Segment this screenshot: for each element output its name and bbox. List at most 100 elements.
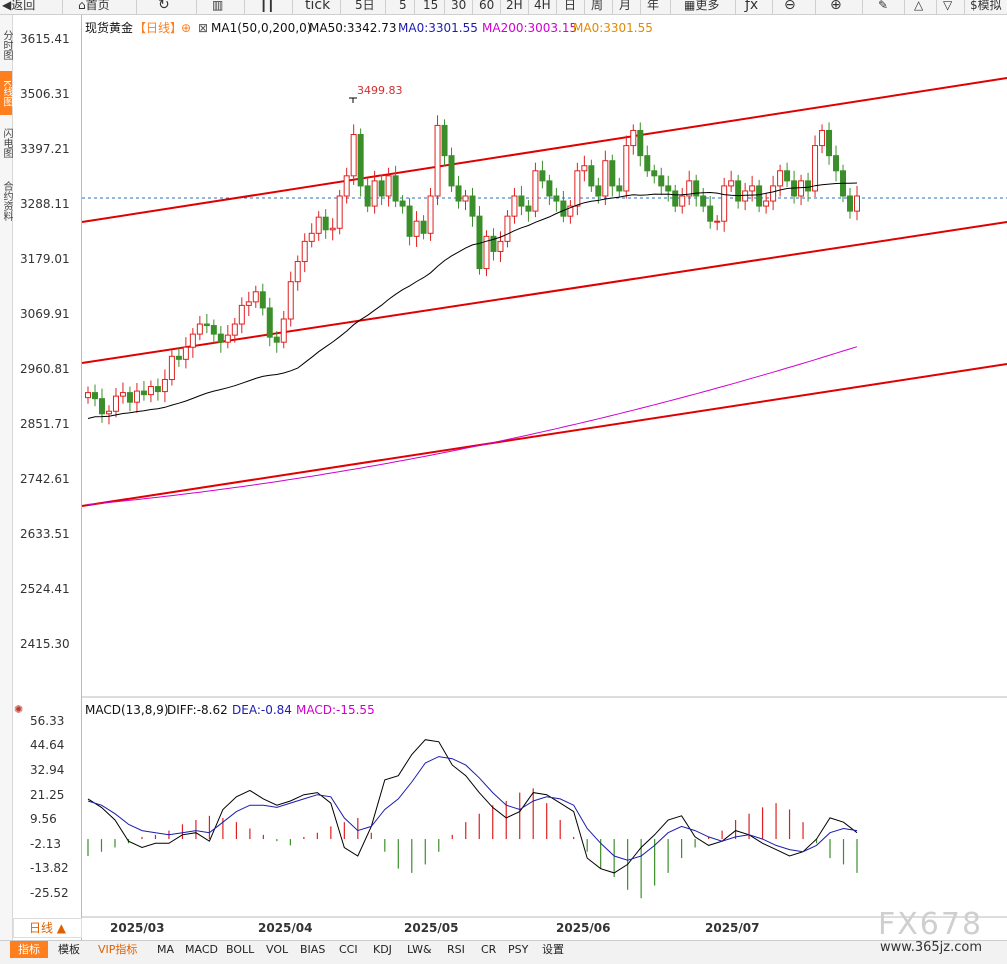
tab-cci[interactable]: CCI	[339, 943, 358, 956]
tab-psy[interactable]: PSY	[508, 943, 529, 956]
candle-up	[224, 334, 231, 343]
instrument-name: 现货黄金	[85, 21, 134, 35]
period-5min[interactable]: 5	[399, 0, 407, 12]
period-tick[interactable]: tick	[305, 0, 331, 13]
candle-up	[630, 129, 637, 147]
period-15min[interactable]: 15	[423, 0, 439, 12]
period-selector[interactable]: 日线 ▲	[13, 918, 82, 938]
candle-up	[623, 145, 630, 192]
tab-templates[interactable]: 模板	[58, 943, 80, 956]
candle-up	[728, 180, 735, 187]
tab-vol[interactable]: VOL	[266, 943, 289, 956]
period-5day[interactable]: 5日	[355, 0, 375, 12]
tab-boll[interactable]: BOLL	[226, 943, 255, 956]
tab-cr[interactable]: CR	[481, 943, 497, 956]
period-day[interactable]: 日	[564, 0, 577, 12]
candle-down	[175, 355, 182, 360]
candle-up	[287, 281, 294, 320]
bar-chart-icon[interactable]: ▥	[212, 0, 224, 12]
candle-up	[238, 304, 245, 325]
period-30min[interactable]: 30	[451, 0, 467, 12]
y-tick-label: 3179.01	[20, 252, 70, 266]
ma-indicator-name: MA1(50,0,200,0)	[211, 21, 312, 35]
watermark-url: www.365jz.com	[880, 940, 982, 955]
back-arrow-icon: ◀	[2, 0, 12, 12]
candle-down	[448, 155, 455, 187]
candle-down	[441, 124, 448, 157]
candle-down	[833, 155, 840, 172]
candle-down	[805, 180, 812, 192]
tab-indicators[interactable]: 指标	[10, 941, 48, 958]
x-tick-label: 2025/05	[404, 921, 459, 935]
tab-vip-indicators[interactable]: VIP指标	[98, 943, 138, 956]
candle-down	[126, 392, 133, 403]
candle-down	[553, 195, 560, 202]
candle-up	[721, 185, 728, 222]
refresh-icon[interactable]: ↻	[158, 0, 170, 13]
simulate-button[interactable]: $模拟	[970, 0, 1002, 12]
y-tick-label: 2415.30	[20, 637, 70, 651]
home-button[interactable]: ⌂首页	[78, 0, 110, 12]
candle-up	[196, 323, 203, 335]
candle-down	[637, 129, 644, 157]
candle-up	[434, 124, 441, 197]
tab-macd[interactable]: MACD	[185, 943, 218, 956]
period-2h[interactable]: 2H	[506, 0, 523, 12]
candle-down	[735, 180, 742, 202]
macd-settings-icon[interactable]: ✺	[14, 703, 24, 716]
tab-lw[interactable]: LW&	[407, 943, 432, 956]
add-indicator-icon[interactable]: ⊕	[181, 21, 192, 35]
y-tick-label: 3506.31	[20, 87, 70, 101]
zoom-out-icon[interactable]: ⊖	[784, 0, 796, 13]
tab-ma[interactable]: MA	[157, 943, 175, 956]
period-month[interactable]: 月	[619, 0, 632, 12]
candle-up	[462, 195, 469, 202]
sidebar-tab-kline[interactable]: K线图	[0, 71, 12, 115]
candle-up	[413, 220, 420, 237]
grid-icon: ▦	[684, 0, 696, 12]
period-year[interactable]: 年	[647, 0, 660, 12]
candle-up	[581, 165, 588, 172]
period-60min[interactable]: 60	[479, 0, 495, 12]
tab-kdj[interactable]: KDJ	[373, 943, 392, 956]
candle-up	[182, 346, 189, 360]
pen-icon[interactable]: ✎	[878, 0, 889, 12]
candle-down	[140, 390, 147, 396]
ma0-value-2: MA0:3301.55	[573, 21, 653, 35]
candle-up	[819, 129, 826, 147]
candle-up	[105, 410, 112, 415]
candle-down	[826, 129, 833, 157]
candlestick-icon[interactable]: ┃┃	[260, 0, 275, 12]
indicator-settings-icon[interactable]: ⊠	[198, 21, 209, 35]
period-4h[interactable]: 4H	[534, 0, 551, 12]
tab-bias[interactable]: BIAS	[300, 943, 326, 956]
candle-up	[686, 180, 693, 197]
sidebar-tab-contract-info[interactable]: 合约资料	[1, 181, 12, 221]
candle-down	[399, 200, 406, 207]
up-triangle-icon[interactable]: △	[914, 0, 924, 12]
watermark-logo: FX678	[878, 907, 984, 942]
down-check-icon[interactable]: ▽	[943, 0, 953, 12]
x-tick-label: 2025/07	[705, 921, 760, 935]
zoom-in-icon[interactable]: ⊕	[830, 0, 842, 13]
candle-down	[378, 180, 385, 197]
sidebar-tab-timeshare[interactable]: 分时图	[1, 30, 12, 60]
channel-line-middle	[81, 221, 1007, 364]
dollar-icon: $	[970, 0, 978, 12]
period-week[interactable]: 周	[591, 0, 604, 12]
candle-up	[504, 215, 511, 242]
macd-y-tick: -13.82	[30, 861, 69, 875]
more-button[interactable]: ▦更多	[684, 0, 720, 12]
candle-down	[392, 175, 399, 202]
tab-rsi[interactable]: RSI	[447, 943, 465, 956]
tab-settings[interactable]: 设置	[542, 943, 564, 956]
sidebar-tab-lightning[interactable]: 闪电图	[1, 128, 12, 158]
candle-down	[490, 235, 497, 252]
macd-y-tick: 9.56	[30, 812, 57, 826]
candle-up	[854, 195, 860, 212]
back-button[interactable]: ◀返回	[2, 0, 36, 12]
candle-down	[588, 165, 595, 187]
candle-down	[847, 195, 854, 212]
function-icon[interactable]: ƒx	[745, 0, 759, 13]
